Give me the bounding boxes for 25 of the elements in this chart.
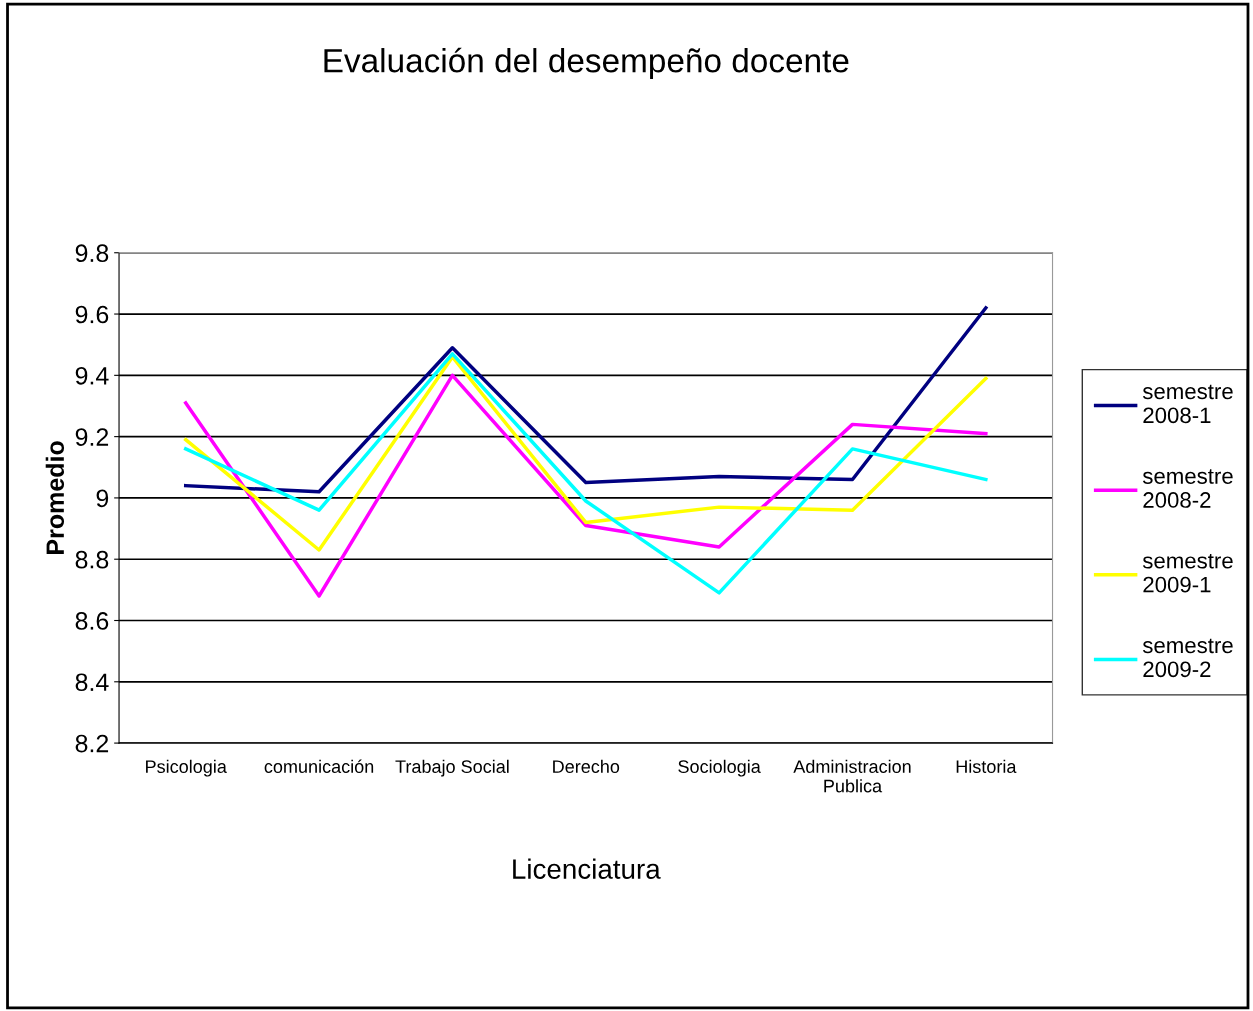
line-series bbox=[183, 306, 988, 494]
y-tick-label: 9.6 bbox=[75, 305, 109, 324]
x-axis-title: Licenciatura bbox=[513, 858, 661, 879]
x-tick-label: Administracion Publica bbox=[793, 759, 911, 793]
legend-label: semestre 2008-1 bbox=[1142, 384, 1233, 424]
legend-label: semestre 2009-1 bbox=[1142, 553, 1233, 593]
y-tick-label: 8.6 bbox=[75, 612, 109, 630]
legend-label: semestre 2009-2 bbox=[1142, 638, 1233, 678]
line-series bbox=[183, 355, 988, 552]
x-tick-label: Psicologia bbox=[146, 759, 227, 777]
x-tick-label: comunicación bbox=[264, 759, 374, 774]
y-tick-label: 8.4 bbox=[75, 673, 109, 692]
y-axis-title: Promedio bbox=[45, 441, 65, 554]
y-tick-label: 9.8 bbox=[75, 244, 109, 263]
y-tick-label: 8.2 bbox=[75, 734, 109, 753]
y-tick-label: 8.8 bbox=[75, 550, 109, 569]
y-tick-label: 9.4 bbox=[75, 366, 109, 385]
x-tick-label: Sociologia bbox=[678, 759, 761, 777]
x-tick-label: Historia bbox=[956, 759, 1017, 774]
y-tick-label: 9 bbox=[96, 489, 109, 508]
legend-label: semestre 2008-2 bbox=[1142, 469, 1233, 508]
x-tick-label: Derecho bbox=[553, 759, 620, 774]
x-tick-label: Trabajo Social bbox=[395, 759, 509, 777]
chart-title: Evaluación del desempeño docente bbox=[324, 47, 849, 80]
y-tick-label: 9.2 bbox=[75, 428, 109, 446]
